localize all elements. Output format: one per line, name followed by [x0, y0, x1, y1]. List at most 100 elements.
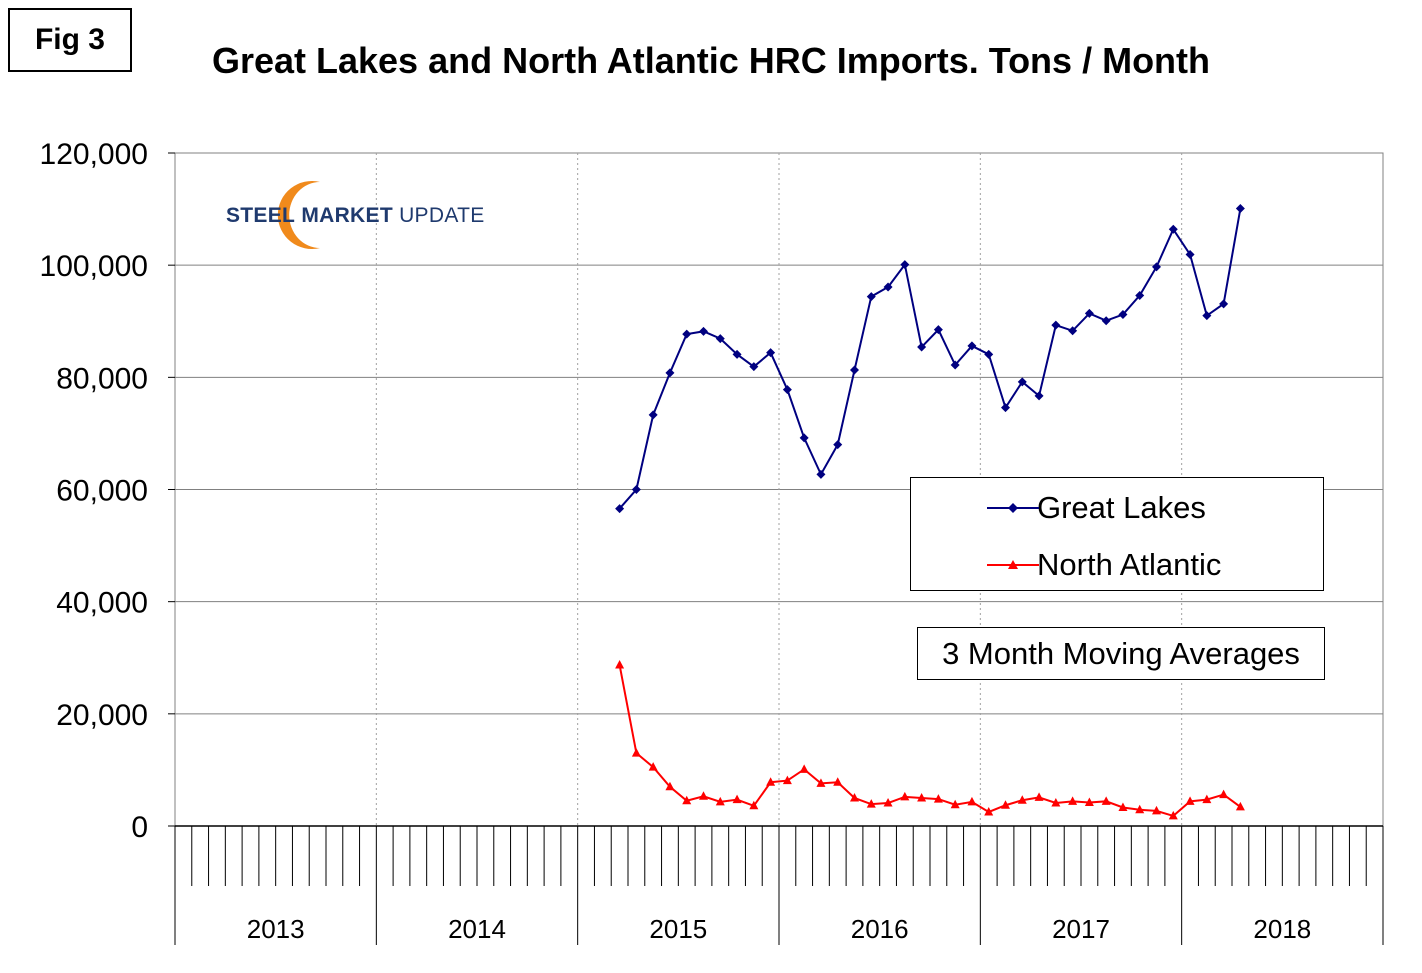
- data-point-great-lakes: [950, 360, 960, 370]
- data-point-great-lakes: [1219, 299, 1229, 309]
- logo-swoosh-icon: [277, 181, 320, 249]
- x-tick-label: 2016: [851, 914, 909, 944]
- y-tick-label: 20,000: [56, 699, 148, 732]
- data-point-north-atlantic: [917, 792, 927, 802]
- data-point-great-lakes: [1017, 377, 1027, 387]
- data-point-north-atlantic: [950, 799, 960, 809]
- legend-item-great-lakes: Great Lakes: [987, 490, 1206, 526]
- data-point-great-lakes: [782, 385, 792, 395]
- x-tick-label: 2014: [448, 914, 506, 944]
- data-point-north-atlantic: [1135, 804, 1145, 814]
- data-point-great-lakes: [1034, 391, 1044, 401]
- data-point-great-lakes: [1068, 326, 1078, 336]
- data-point-north-atlantic: [1235, 801, 1245, 811]
- data-point-north-atlantic: [1001, 800, 1010, 809]
- data-point-north-atlantic: [699, 791, 708, 800]
- data-point-great-lakes: [866, 292, 876, 302]
- data-point-great-lakes: [682, 329, 692, 339]
- data-point-great-lakes: [1235, 204, 1245, 214]
- legend-label-great-lakes: Great Lakes: [1037, 490, 1206, 525]
- x-tick-label: 2015: [649, 914, 707, 944]
- data-point-great-lakes: [631, 485, 641, 494]
- chart-legend: Great Lakes North Atlantic: [910, 477, 1324, 591]
- data-point-north-atlantic: [782, 775, 792, 785]
- data-point-north-atlantic: [648, 762, 658, 771]
- x-tick-label: 2018: [1253, 914, 1311, 944]
- legend-north-atlantic-swatch: [987, 560, 1039, 569]
- data-point-great-lakes: [917, 342, 927, 352]
- data-point-great-lakes: [715, 334, 725, 344]
- data-point-north-atlantic: [1034, 792, 1044, 801]
- data-point-great-lakes: [967, 341, 977, 351]
- legend-item-north-atlantic: North Atlantic: [987, 547, 1222, 583]
- legend-label-north-atlantic: North Atlantic: [1037, 547, 1222, 582]
- data-point-great-lakes: [1101, 316, 1111, 326]
- data-point-north-atlantic: [1152, 805, 1161, 815]
- data-point-north-atlantic: [1185, 796, 1195, 805]
- data-point-north-atlantic: [1168, 810, 1178, 820]
- data-point-north-atlantic: [967, 796, 977, 806]
- data-point-north-atlantic: [883, 798, 893, 807]
- data-point-great-lakes: [883, 282, 893, 292]
- data-point-great-lakes: [816, 469, 826, 479]
- x-tick-label: 2017: [1052, 914, 1110, 944]
- data-point-great-lakes: [833, 440, 843, 450]
- data-point-north-atlantic: [1101, 796, 1111, 805]
- data-point-north-atlantic: [1118, 802, 1128, 811]
- brand-logo: STEEL MARKET UPDATE: [220, 178, 500, 252]
- legend-great-lakes-swatch: [987, 503, 1039, 513]
- data-point-north-atlantic: [682, 795, 692, 805]
- data-point-north-atlantic: [1202, 794, 1212, 804]
- data-point-great-lakes: [850, 365, 859, 375]
- data-point-north-atlantic: [833, 777, 843, 786]
- data-point-north-atlantic: [631, 748, 641, 757]
- data-point-great-lakes: [984, 349, 994, 359]
- data-point-great-lakes: [749, 362, 759, 372]
- data-point-great-lakes: [766, 348, 776, 358]
- data-point-great-lakes: [1118, 310, 1128, 320]
- y-tick-label: 120,000: [40, 138, 148, 171]
- data-point-north-atlantic: [1068, 796, 1078, 805]
- data-point-great-lakes: [1152, 262, 1161, 272]
- series-line-great-lakes: [618, 208, 1242, 510]
- data-point-north-atlantic: [816, 778, 826, 787]
- data-point-north-atlantic: [900, 791, 910, 801]
- data-point-great-lakes: [1185, 250, 1195, 260]
- x-tick-label: 2013: [247, 914, 305, 944]
- data-point-north-atlantic: [799, 764, 809, 773]
- y-tick-label: 60,000: [56, 475, 148, 508]
- data-point-north-atlantic: [984, 806, 994, 816]
- data-point-great-lakes: [1168, 224, 1178, 234]
- data-point-north-atlantic: [732, 794, 742, 804]
- data-point-great-lakes: [665, 368, 675, 378]
- y-tick-label: 100,000: [40, 250, 148, 283]
- data-point-great-lakes: [799, 433, 809, 443]
- data-point-north-atlantic: [665, 781, 675, 791]
- data-point-great-lakes: [1051, 320, 1061, 330]
- data-point-great-lakes: [1084, 308, 1094, 318]
- data-point-north-atlantic: [1017, 795, 1027, 804]
- data-point-north-atlantic: [715, 796, 725, 806]
- data-point-north-atlantic: [1219, 789, 1229, 799]
- data-point-great-lakes: [1202, 311, 1212, 321]
- data-point-great-lakes: [1135, 290, 1145, 300]
- data-point-north-atlantic: [1051, 798, 1061, 807]
- y-tick-label: 80,000: [56, 362, 148, 395]
- data-point-great-lakes: [615, 504, 625, 514]
- data-point-great-lakes: [1001, 403, 1010, 413]
- data-point-great-lakes: [648, 410, 658, 420]
- data-point-north-atlantic: [933, 794, 943, 803]
- data-point-north-atlantic: [866, 799, 876, 808]
- series-line-north-atlantic: [618, 664, 1241, 818]
- data-point-north-atlantic: [749, 800, 759, 810]
- data-point-north-atlantic: [766, 777, 776, 786]
- figure-label: Fig 3: [8, 8, 132, 72]
- data-point-north-atlantic: [1084, 797, 1094, 806]
- chart-title: Great Lakes and North Atlantic HRC Impor…: [211, 40, 1211, 81]
- data-point-north-atlantic: [850, 792, 859, 802]
- y-tick-label: 0: [131, 811, 148, 844]
- moving-average-note: 3 Month Moving Averages: [917, 627, 1325, 680]
- data-point-great-lakes: [933, 325, 943, 335]
- logo-text: STEEL MARKET UPDATE: [226, 204, 485, 227]
